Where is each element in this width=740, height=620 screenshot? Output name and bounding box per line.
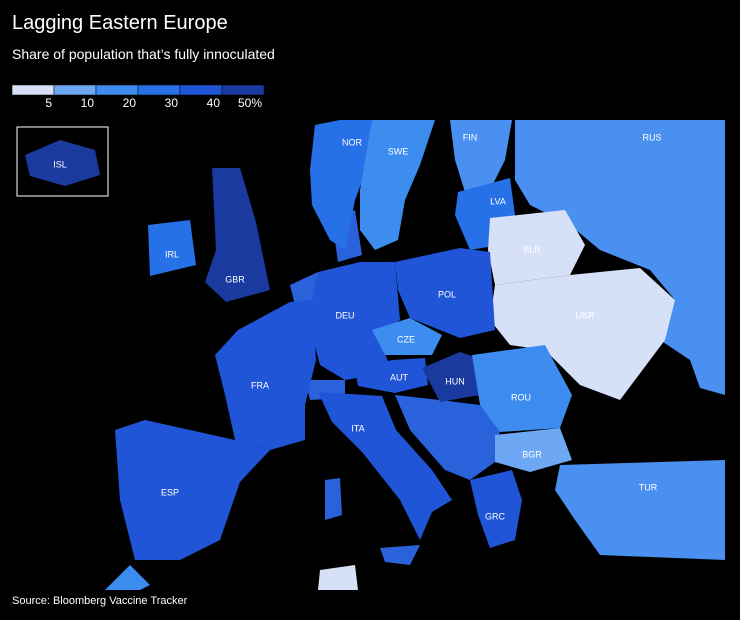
country-shape — [148, 220, 196, 276]
legend-label: 40 — [207, 96, 221, 110]
country-label: ISL — [53, 159, 67, 169]
legend: 5 10 20 30 40 50% — [11, 84, 265, 110]
country-shape — [395, 248, 495, 338]
country-label: SWE — [388, 146, 409, 156]
country-shape — [310, 120, 372, 250]
country-label: POL — [438, 289, 456, 299]
country-label: RUS — [642, 132, 661, 142]
country-label: NOR — [342, 137, 363, 147]
inset-frame — [16, 126, 109, 197]
source: Source: Bloomberg Vaccine Tracker — [12, 595, 188, 607]
countries — [16, 120, 725, 560]
country-label: GBR — [225, 274, 245, 284]
legend-label: 50% — [238, 96, 262, 110]
title: Lagging Eastern Europe — [12, 12, 228, 34]
country-label: AUT — [390, 372, 409, 382]
balkans — [395, 395, 500, 480]
country-label: FIN — [463, 132, 478, 142]
country-shape — [515, 120, 725, 395]
country-shape — [215, 300, 316, 450]
country-label: ESP — [161, 487, 179, 497]
morocco — [105, 565, 150, 590]
legend-swatch — [137, 84, 181, 96]
country-shape — [360, 120, 435, 250]
country-label: GRC — [485, 511, 506, 521]
country-shape — [450, 120, 512, 192]
country-shape — [472, 345, 572, 432]
legend-label: 10 — [81, 96, 95, 110]
other-land — [105, 210, 500, 590]
country-shape — [25, 140, 100, 186]
country-shape — [372, 318, 442, 355]
country-shape — [495, 428, 572, 472]
country-label: DEU — [335, 310, 354, 320]
country-label: BLR — [523, 244, 541, 254]
country-label: FRA — [251, 380, 269, 390]
country-labels: RUS FIN NOR SWE LVA BLR UKR POL DEU CZE AUT HUN ROU B… — [53, 132, 661, 521]
tunisia — [318, 565, 358, 590]
country-label: ITA — [351, 423, 364, 433]
country-label: IRL — [165, 249, 179, 259]
country-label: HUN — [445, 376, 465, 386]
country-shape — [555, 460, 725, 560]
country-shape — [205, 168, 270, 302]
country-shape — [470, 470, 522, 548]
country-label: CZE — [397, 334, 415, 344]
country-label: BGR — [522, 449, 542, 459]
legend-swatch — [179, 84, 223, 96]
subtitle: Share of population that’s fully innocul… — [12, 46, 275, 62]
legend-label: 5 — [45, 96, 52, 110]
legend-swatch — [95, 84, 139, 96]
country-shape — [318, 392, 452, 540]
legend-swatch — [11, 84, 55, 96]
sicily — [380, 545, 420, 565]
country-label: UKR — [575, 310, 595, 320]
sardinia — [325, 478, 342, 520]
legend-swatch — [53, 84, 97, 96]
country-shape — [488, 210, 585, 285]
legend-label: 20 — [123, 96, 137, 110]
legend-label: 30 — [165, 96, 179, 110]
country-label: ROU — [511, 392, 531, 402]
country-shape — [422, 352, 490, 402]
country-label: TUR — [639, 482, 658, 492]
country-label: LVA — [490, 196, 506, 206]
benelux — [290, 272, 318, 305]
country-shape — [490, 268, 675, 400]
country-shape — [355, 358, 428, 393]
legend-swatch — [221, 84, 265, 96]
country-shape — [115, 420, 270, 560]
country-shape — [308, 262, 400, 380]
